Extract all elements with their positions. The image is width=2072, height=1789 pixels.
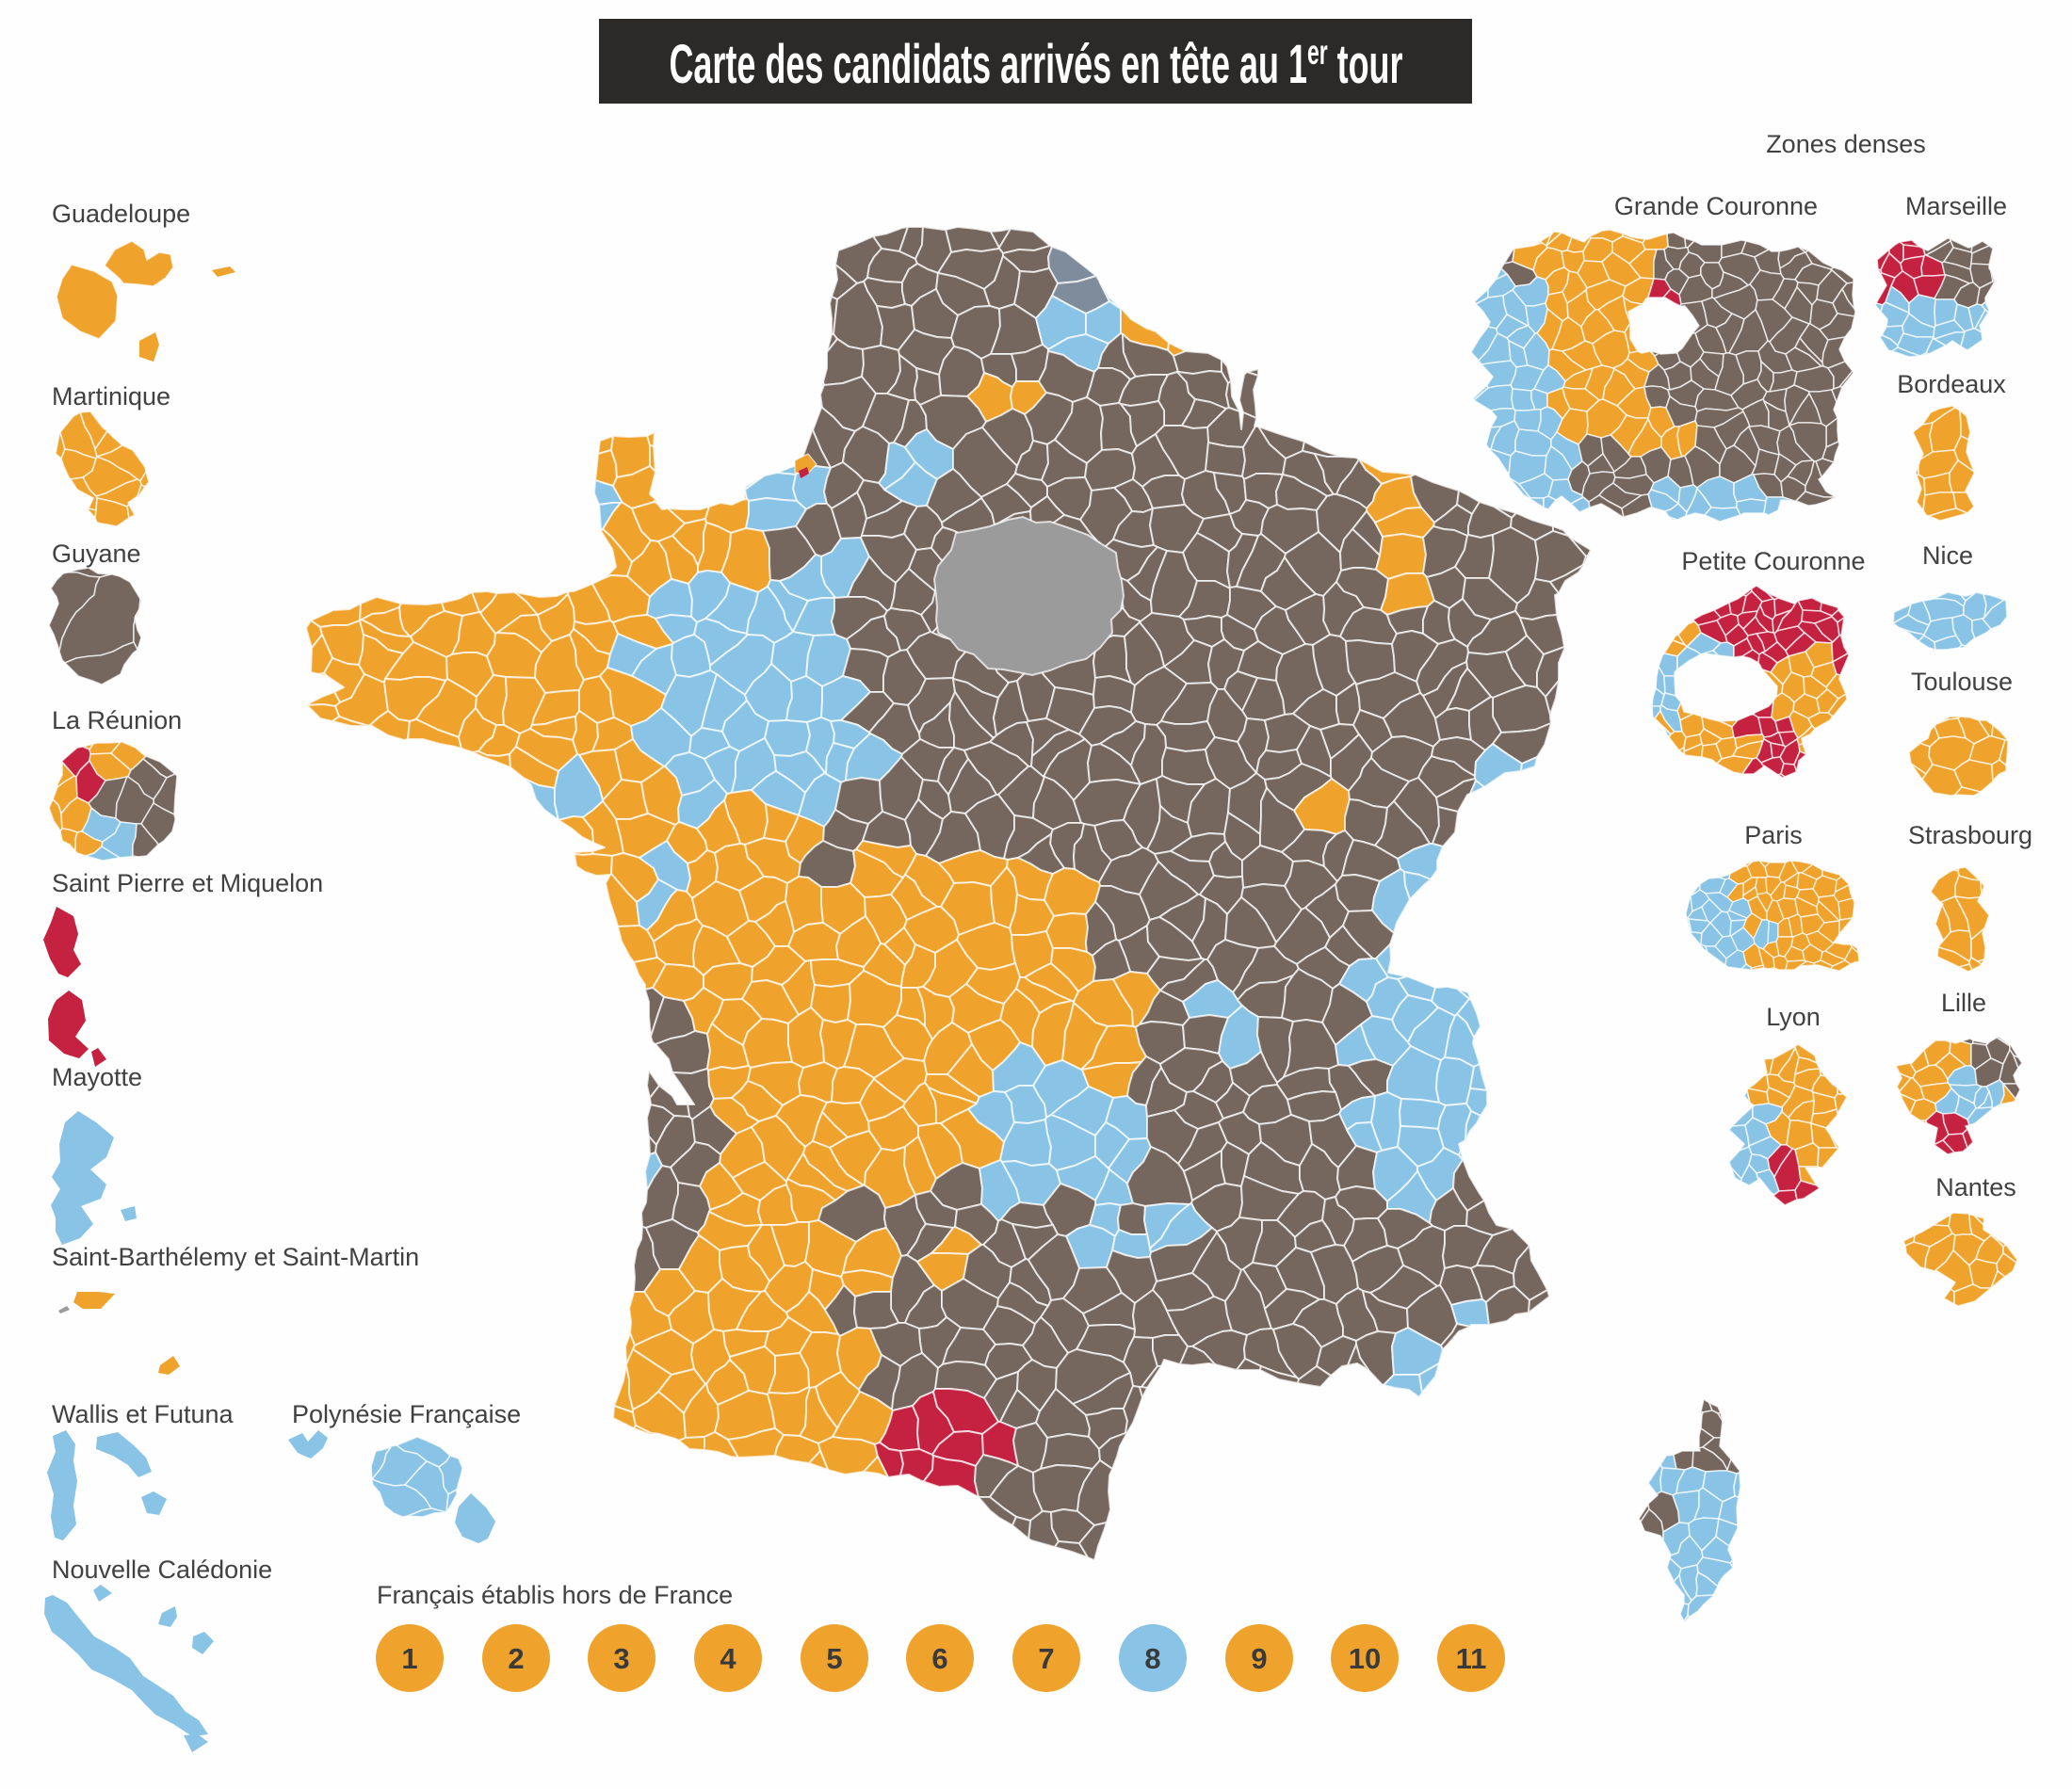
svg-text:Saint Pierre et Miquelon: Saint Pierre et Miquelon: [52, 869, 323, 897]
svg-text:Saint-Barthélemy et Saint-Mart: Saint-Barthélemy et Saint-Martin: [52, 1243, 419, 1271]
svg-text:Nouvelle Calédonie: Nouvelle Calédonie: [52, 1555, 272, 1584]
svg-text:Nantes: Nantes: [1935, 1173, 2016, 1201]
svg-text:Guyane: Guyane: [52, 540, 141, 568]
svg-text:Polynésie Française: Polynésie Française: [292, 1400, 521, 1428]
svg-text:Mayotte: Mayotte: [52, 1063, 142, 1091]
svg-text:Toulouse: Toulouse: [1911, 668, 2013, 696]
svg-text:Bordeaux: Bordeaux: [1897, 370, 2006, 398]
svg-text:Wallis et Futuna: Wallis et Futuna: [52, 1400, 235, 1428]
svg-text:Grande Couronne: Grande Couronne: [1614, 192, 1818, 220]
svg-text:Carte des candidats arrivés en: Carte des candidats arrivés en tête au 1…: [669, 32, 1402, 95]
svg-text:Lyon: Lyon: [1766, 1003, 1821, 1031]
svg-text:Nice: Nice: [1922, 541, 1973, 570]
svg-text:Petite Couronne: Petite Couronne: [1681, 547, 1865, 575]
svg-text:9: 9: [1251, 1642, 1267, 1675]
svg-text:Zones denses: Zones denses: [1766, 130, 1926, 158]
svg-text:7: 7: [1038, 1642, 1054, 1675]
svg-text:Martinique: Martinique: [52, 382, 170, 411]
svg-text:5: 5: [826, 1642, 842, 1675]
svg-text:10: 10: [1349, 1642, 1381, 1675]
svg-text:6: 6: [931, 1642, 947, 1675]
svg-text:4: 4: [720, 1642, 737, 1675]
svg-text:Guadeloupe: Guadeloupe: [52, 200, 190, 228]
svg-text:1: 1: [401, 1642, 417, 1675]
svg-text:La Réunion: La Réunion: [52, 706, 182, 734]
svg-text:8: 8: [1144, 1642, 1160, 1675]
svg-text:Marseille: Marseille: [1905, 192, 2007, 220]
svg-text:3: 3: [613, 1642, 629, 1675]
svg-text:11: 11: [1456, 1642, 1487, 1675]
svg-text:2: 2: [508, 1642, 524, 1675]
svg-text:Français établis hors de Franc: Français établis hors de France: [377, 1581, 733, 1609]
svg-text:Paris: Paris: [1744, 821, 1803, 849]
svg-text:Lille: Lille: [1941, 989, 1986, 1017]
svg-text:Strasbourg: Strasbourg: [1908, 821, 2032, 849]
